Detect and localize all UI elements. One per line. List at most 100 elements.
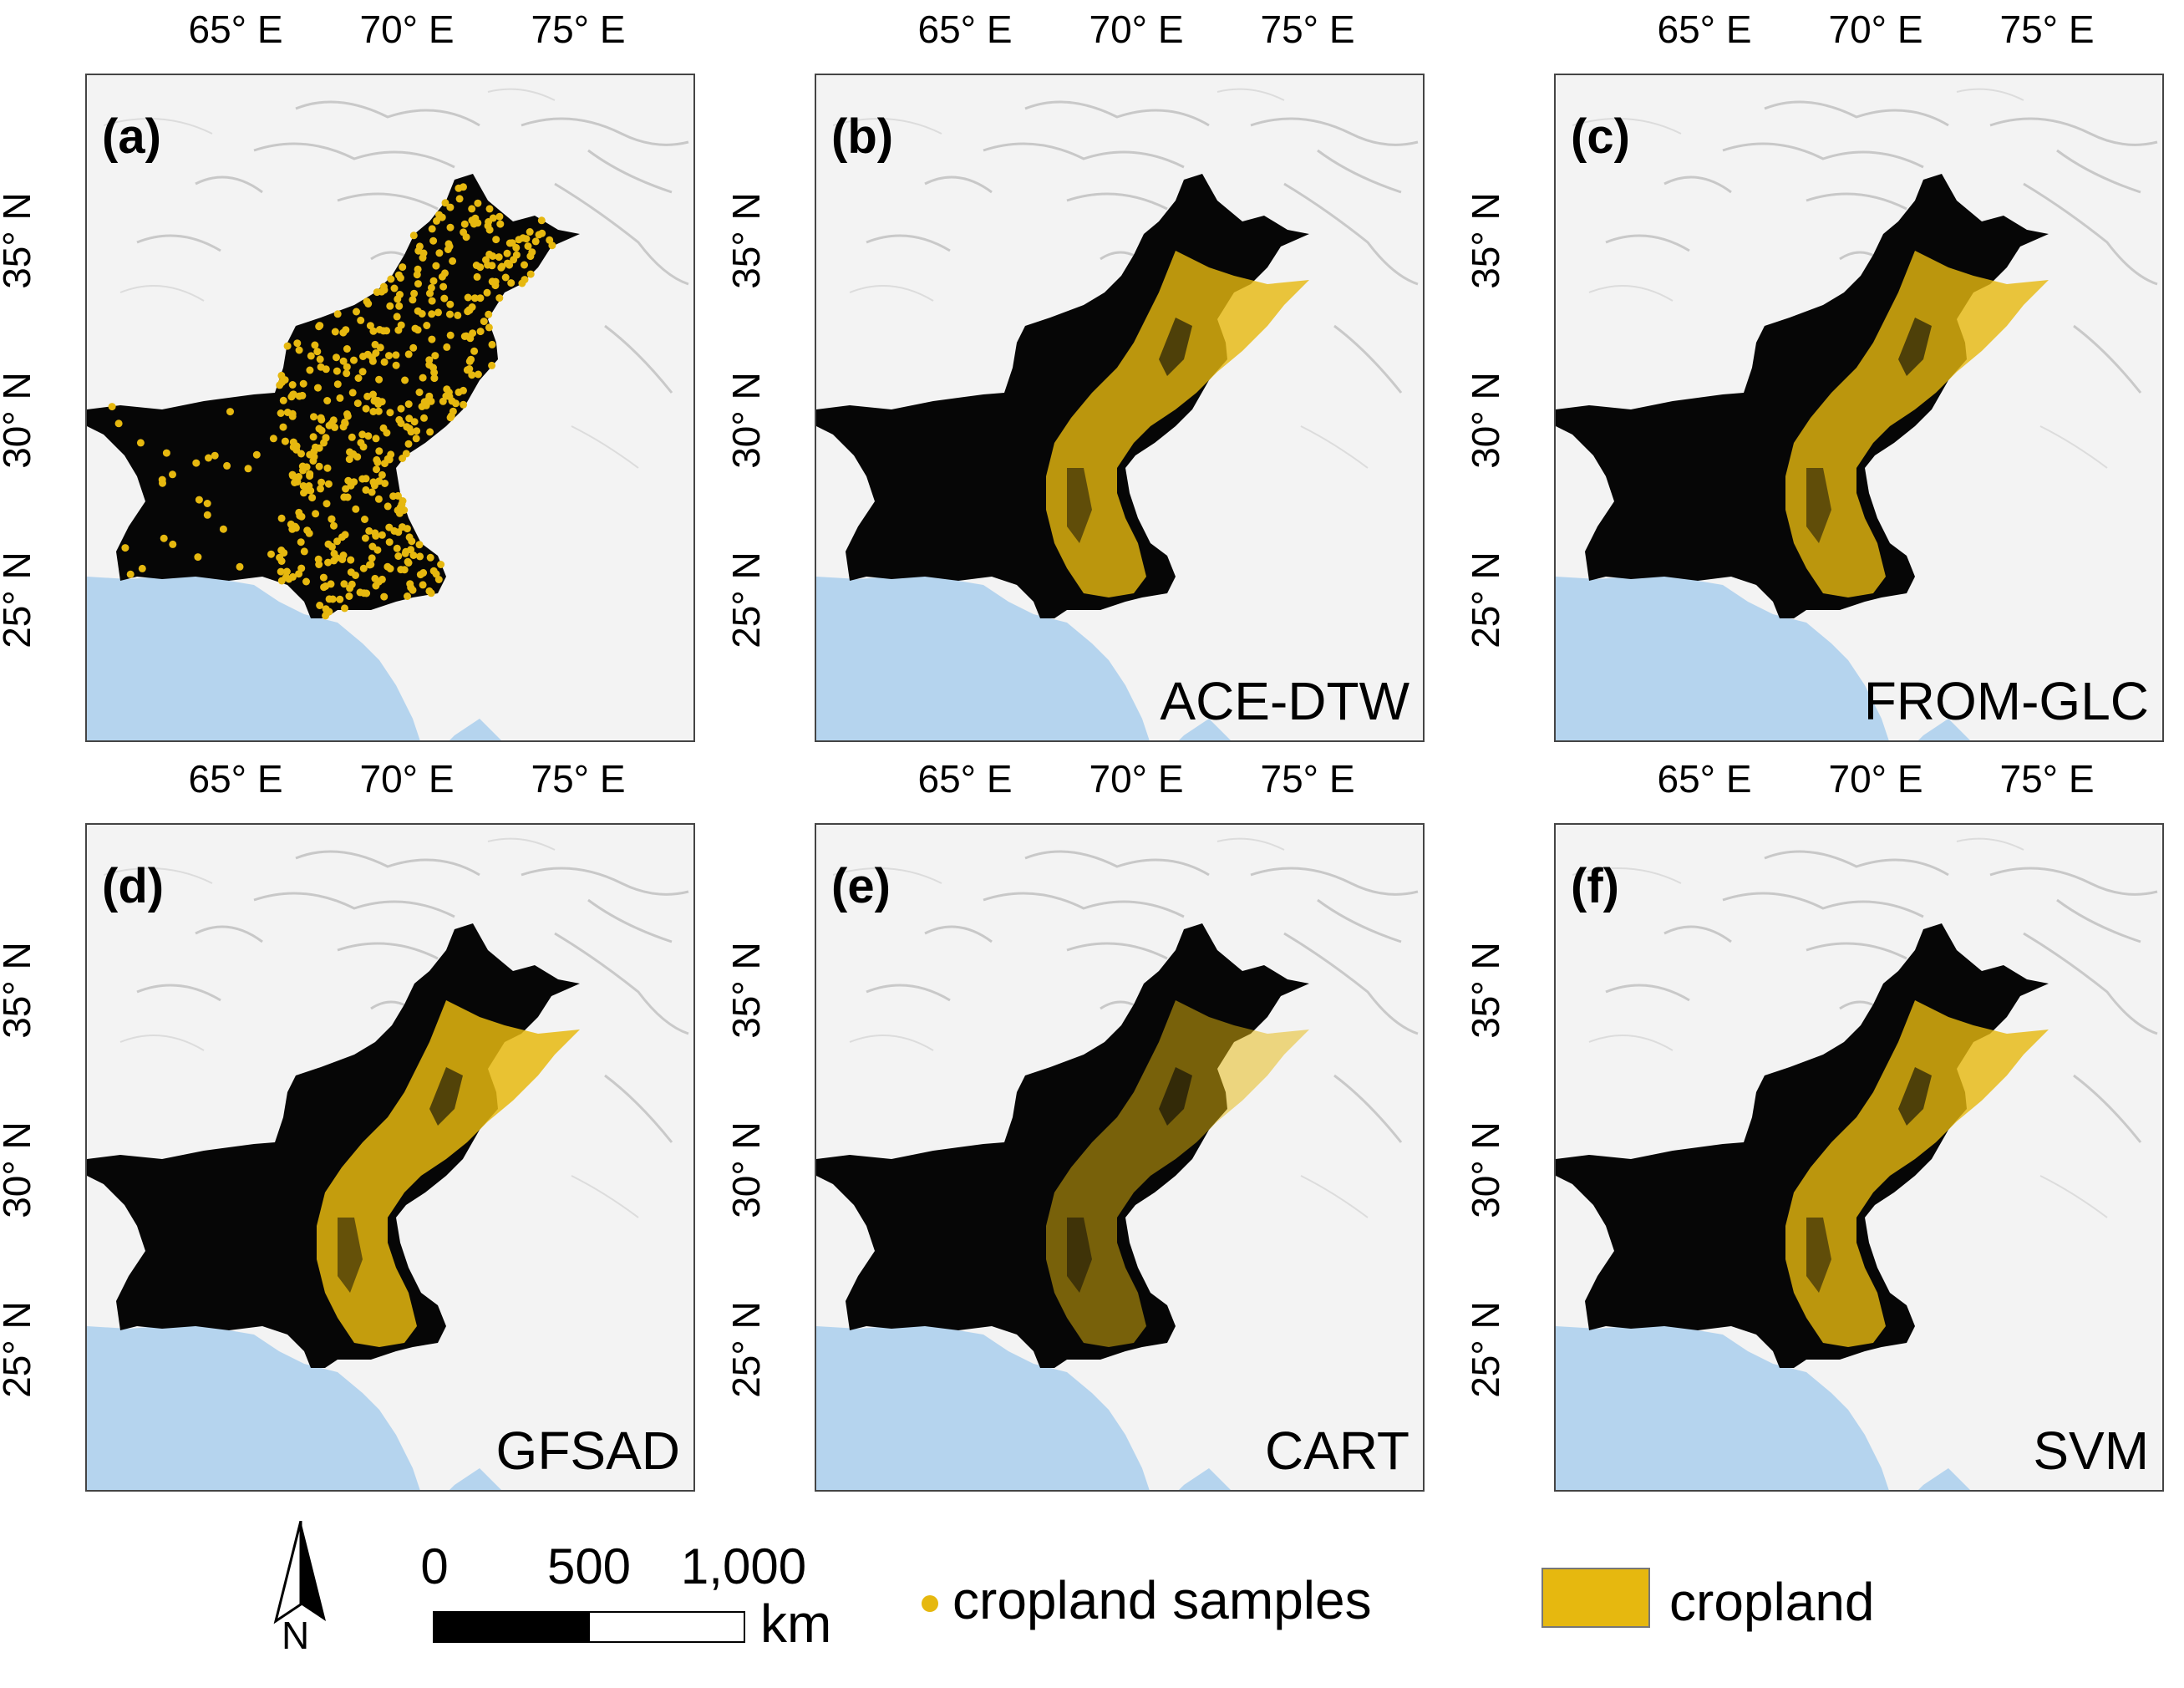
latitude-tick-label: 30° N [724, 1121, 768, 1218]
cropland-sample-point [423, 322, 431, 329]
latitude-tick-label: 30° N [1464, 1121, 1507, 1218]
cropland-sample-point [385, 523, 394, 531]
cropland-sample-point [283, 409, 292, 416]
cropland-sample-point [374, 577, 383, 586]
longitude-tick-label: 70° E [1828, 757, 1923, 801]
cropland-sample-point [396, 291, 404, 298]
scale-bar [433, 1611, 745, 1643]
longitude-tick-label: 70° E [1089, 8, 1184, 51]
cropland-sample-point [449, 257, 457, 265]
cropland-swatch-icon [1541, 1568, 1650, 1628]
method-label: CART [1264, 1421, 1409, 1481]
longitude-tick-label: 70° E [359, 8, 455, 51]
cropland-sample-point [427, 283, 435, 292]
cropland-sample-point [369, 478, 378, 486]
cropland-sample-point [410, 289, 419, 297]
cropland-sample-point [307, 352, 315, 360]
cropland-sample-point [381, 480, 389, 487]
cropland-sample-point [446, 223, 455, 231]
longitude-tick-label: 70° E [359, 757, 455, 801]
cropland-sample-point [340, 580, 348, 588]
map-panel-e: (e) CART 65° E 70° E 75° E 35° N 30° N 2… [724, 757, 1425, 1492]
cropland-sample-point [484, 221, 492, 230]
cropland-sample-point [383, 502, 392, 511]
cropland-sample-point [392, 351, 400, 359]
scale-bar-label: 0 [420, 1538, 449, 1594]
cropland-sample-point [375, 447, 383, 455]
cropland-sample-point [359, 564, 368, 572]
cropland-sample-point [285, 575, 293, 583]
map-frame [1554, 823, 2164, 1492]
cropland-sample-point [372, 435, 380, 443]
cropland-sample-point [526, 228, 534, 236]
cropland-sample-point [443, 385, 451, 394]
cropland-sample-point [476, 328, 485, 336]
cropland-sample-point [373, 288, 381, 297]
cropland-sample-point [323, 500, 331, 508]
cropland-sample-point [252, 450, 261, 459]
cropland-sample-point [277, 379, 286, 387]
cropland-sample-point [429, 236, 438, 245]
cropland-sample-point [419, 374, 427, 382]
cropland-sample-point [169, 540, 177, 548]
cropland-sample-point [365, 526, 373, 535]
scale-bar-segment-light [588, 1611, 745, 1643]
cropland-sample-point [397, 419, 405, 427]
cropland-sample-point [439, 282, 448, 291]
cropland-sample-point [393, 544, 401, 552]
cropland-sample-point [428, 297, 436, 305]
cropland-sample-point [531, 237, 540, 246]
cropland-sample-point [277, 567, 285, 576]
cropland-sample-point [348, 433, 356, 441]
cropland-sample-point [314, 384, 322, 392]
cropland-sample-point [203, 500, 211, 507]
cropland-sample-point [313, 348, 322, 356]
cropland-sample-point [306, 450, 314, 459]
cropland-sample-point [315, 444, 323, 452]
longitude-tick-label: 65° E [917, 8, 1013, 51]
cropland-sample-point [397, 321, 405, 329]
cropland-sample-point [426, 428, 434, 436]
cropland-sample-point [390, 284, 399, 292]
cropland-sample-point [522, 235, 531, 243]
cropland-sample-point [426, 553, 434, 562]
cropland-sample-point [431, 352, 439, 360]
cropland-sample-point [381, 460, 389, 468]
cropland-sample-point [324, 558, 333, 567]
scale-bar-label: 500 [546, 1538, 632, 1594]
cropland-sample-point [333, 380, 342, 389]
cropland-sample-point [369, 408, 378, 415]
cropland-sample-point [404, 592, 411, 600]
cropland-sample-point [407, 428, 415, 436]
cropland-sample-point [360, 589, 368, 597]
cropland-sample-point [414, 307, 422, 315]
cropland-sample-point [385, 538, 394, 547]
cropland-sample-point [226, 408, 234, 416]
map-frame [1554, 74, 2164, 742]
cropland-sample-point [410, 418, 419, 426]
cropland-sample-point [322, 605, 330, 613]
cropland-sample-point [489, 214, 497, 222]
cropland-sample-point [281, 437, 289, 445]
cropland-sample-point [466, 334, 475, 343]
cropland-sample-point [343, 369, 351, 378]
cropland-sample-point [372, 531, 380, 540]
latitude-tick-label: 25° N [0, 552, 38, 648]
cropland-sample-point [293, 339, 302, 348]
cropland-sample-point [411, 324, 419, 333]
cropland-sample-point [420, 398, 429, 406]
cropland-sample-point [138, 564, 146, 572]
longitude-tick-label: 75° E [1260, 757, 1355, 801]
cropland-sample-point [460, 220, 469, 228]
cropland-sample-point [300, 547, 308, 556]
cropland-sample-point [419, 581, 427, 589]
map-basemap [816, 825, 1425, 1492]
cropland-sample-point [492, 236, 500, 244]
longitude-tick-label: 75° E [531, 757, 626, 801]
cropland-sample-point [347, 556, 355, 564]
cropland-sample-point [305, 529, 313, 537]
cropland-sample-point [375, 477, 383, 486]
cropland-sample-point [363, 392, 372, 400]
cropland-sample-point [299, 466, 307, 475]
cropland-sample-point [446, 331, 455, 339]
